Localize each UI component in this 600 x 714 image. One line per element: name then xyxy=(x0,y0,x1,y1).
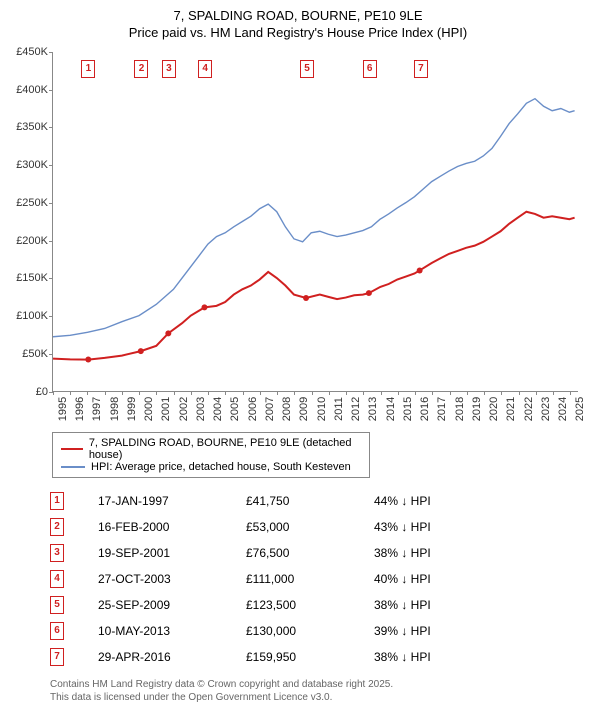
sale-marker: 5 xyxy=(300,60,314,78)
x-axis-label: 2011 xyxy=(333,397,345,421)
legend-hpi-label: HPI: Average price, detached house, Sout… xyxy=(91,461,351,473)
x-axis-label: 2025 xyxy=(574,397,586,421)
row-pct: 44% ↓ HPI xyxy=(374,494,431,508)
sale-marker: 6 xyxy=(363,60,377,78)
x-axis-label: 2002 xyxy=(178,397,190,421)
x-axis-label: 2016 xyxy=(419,397,431,421)
row-price: £130,000 xyxy=(246,624,374,638)
row-date: 25-SEP-2009 xyxy=(98,598,246,612)
row-price: £111,000 xyxy=(246,572,374,586)
x-axis-label: 2010 xyxy=(316,397,328,421)
x-axis-label: 1998 xyxy=(109,397,121,421)
sale-marker: 3 xyxy=(162,60,176,78)
row-marker: 3 xyxy=(50,544,64,562)
row-pct: 43% ↓ HPI xyxy=(374,520,431,534)
x-axis-label: 2015 xyxy=(402,397,414,421)
y-axis-label: £300K xyxy=(10,159,48,171)
table-row: 3 19-SEP-2001£76,50038% ↓ HPI xyxy=(50,540,586,566)
row-price: £159,950 xyxy=(246,650,374,664)
row-date: 16-FEB-2000 xyxy=(98,520,246,534)
y-axis-label: £200K xyxy=(10,235,48,247)
sale-marker: 7 xyxy=(414,60,428,78)
sale-marker: 1 xyxy=(81,60,95,78)
y-axis-label: £150K xyxy=(10,272,48,284)
chart: 1995 1996 1997 1998 1999 2000 2001 2002 2003 2004… xyxy=(10,46,582,426)
x-axis-label: 2003 xyxy=(195,397,207,421)
row-price: £41,750 xyxy=(246,494,374,508)
chart-title: 7, SPALDING ROAD, BOURNE, PE10 9LE Price… xyxy=(10,8,586,42)
table-row: 2 16-FEB-2000£53,00043% ↓ HPI xyxy=(50,514,586,540)
legend-swatch-hpi xyxy=(61,466,85,468)
row-marker: 4 xyxy=(50,570,64,588)
x-axis-label: 2006 xyxy=(247,397,259,421)
row-pct: 39% ↓ HPI xyxy=(374,624,431,638)
y-axis-label: £250K xyxy=(10,197,48,209)
x-axis-label: 2004 xyxy=(212,397,224,421)
row-date: 29-APR-2016 xyxy=(98,650,246,664)
row-marker: 7 xyxy=(50,648,64,666)
y-axis-label: £50K xyxy=(10,348,48,360)
row-price: £53,000 xyxy=(246,520,374,534)
x-axis-label: 2012 xyxy=(350,397,362,421)
x-axis-label: 2014 xyxy=(385,397,397,421)
x-axis-label: 2009 xyxy=(298,397,310,421)
row-marker: 5 xyxy=(50,596,64,614)
row-date: 17-JAN-1997 xyxy=(98,494,246,508)
x-axis-label: 2024 xyxy=(557,397,569,421)
sale-marker: 2 xyxy=(134,60,148,78)
x-axis-label: 2018 xyxy=(454,397,466,421)
series-hpi xyxy=(53,98,575,336)
row-marker: 6 xyxy=(50,622,64,640)
y-axis-label: £0 xyxy=(10,386,48,398)
table-row: 4 27-OCT-2003£111,00040% ↓ HPI xyxy=(50,566,586,592)
x-axis-label: 2023 xyxy=(540,397,552,421)
row-marker: 1 xyxy=(50,492,64,510)
series-paid xyxy=(53,212,575,360)
x-axis-label: 2013 xyxy=(367,397,379,421)
row-date: 19-SEP-2001 xyxy=(98,546,246,560)
table-row: 5 25-SEP-2009£123,50038% ↓ HPI xyxy=(50,592,586,618)
table-row: 1 17-JAN-1997£41,75044% ↓ HPI xyxy=(50,488,586,514)
y-axis-label: £100K xyxy=(10,310,48,322)
legend-paid-label: 7, SPALDING ROAD, BOURNE, PE10 9LE (deta… xyxy=(89,437,361,461)
x-axis-label: 1996 xyxy=(74,397,86,421)
y-axis-label: £450K xyxy=(10,46,48,58)
row-pct: 38% ↓ HPI xyxy=(374,650,431,664)
row-date: 27-OCT-2003 xyxy=(98,572,246,586)
x-axis-label: 1997 xyxy=(91,397,103,421)
row-marker: 2 xyxy=(50,518,64,536)
x-axis-label: 2005 xyxy=(229,397,241,421)
row-pct: 40% ↓ HPI xyxy=(374,572,431,586)
x-axis-label: 2000 xyxy=(143,397,155,421)
x-axis-label: 2007 xyxy=(264,397,276,421)
row-pct: 38% ↓ HPI xyxy=(374,598,431,612)
footer-note: Contains HM Land Registry data © Crown c… xyxy=(50,678,586,704)
table-row: 7 29-APR-2016£159,95038% ↓ HPI xyxy=(50,644,586,670)
row-date: 10-MAY-2013 xyxy=(98,624,246,638)
x-axis-label: 2001 xyxy=(160,397,172,421)
table-row: 6 10-MAY-2013£130,00039% ↓ HPI xyxy=(50,618,586,644)
legend: 7, SPALDING ROAD, BOURNE, PE10 9LE (deta… xyxy=(52,432,370,478)
x-axis-label: 2021 xyxy=(505,397,517,421)
x-axis-label: 2019 xyxy=(471,397,483,421)
sale-marker: 4 xyxy=(198,60,212,78)
x-axis-label: 1995 xyxy=(57,397,69,421)
legend-swatch-paid xyxy=(61,448,83,451)
row-price: £76,500 xyxy=(246,546,374,560)
y-axis-label: £400K xyxy=(10,84,48,96)
x-axis-label: 2008 xyxy=(281,397,293,421)
x-axis-label: 2020 xyxy=(488,397,500,421)
price-table: 1 17-JAN-1997£41,75044% ↓ HPI 2 16-FEB-2000… xyxy=(50,488,586,670)
x-axis-label: 2017 xyxy=(436,397,448,421)
row-pct: 38% ↓ HPI xyxy=(374,546,431,560)
x-axis-label: 1999 xyxy=(126,397,138,421)
x-axis-label: 2022 xyxy=(523,397,535,421)
y-axis-label: £350K xyxy=(10,121,48,133)
row-price: £123,500 xyxy=(246,598,374,612)
